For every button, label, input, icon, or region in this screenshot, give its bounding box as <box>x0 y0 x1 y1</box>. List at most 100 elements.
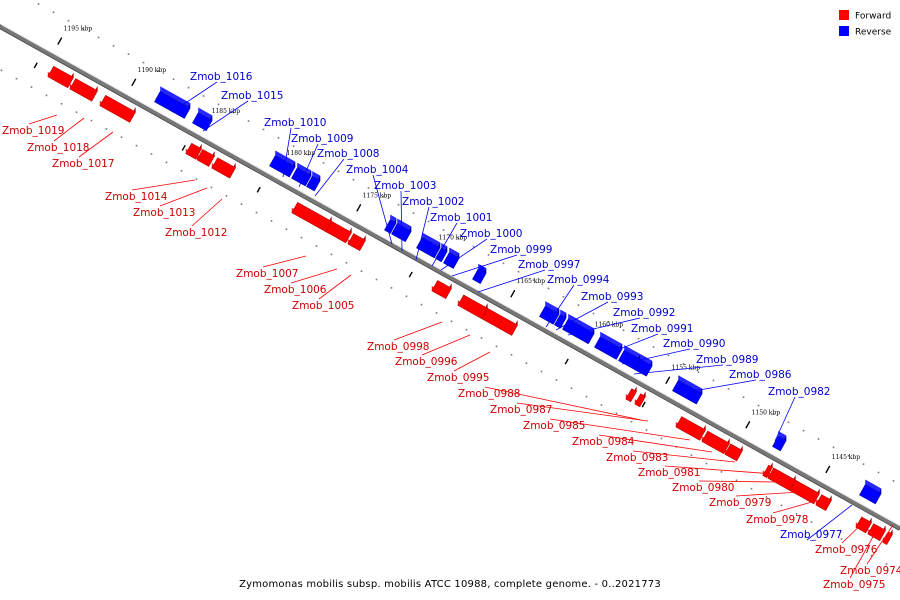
gene-Zmob_1019[interactable] <box>47 65 74 89</box>
gene-label-zmob_1009[interactable]: Zmob_1009 <box>291 133 353 145</box>
gene-label-zmob_0977[interactable]: Zmob_0977 <box>780 529 842 541</box>
gene-label-zmob_0990[interactable]: Zmob_0990 <box>663 338 725 350</box>
gene-front-face <box>554 314 567 329</box>
gene-label-zmob_0988[interactable]: Zmob_0988 <box>458 388 520 400</box>
gene-front-face <box>867 523 886 542</box>
gene-label-zmob_0995[interactable]: Zmob_0995 <box>427 372 489 384</box>
gene-label-zmob_1003[interactable]: Zmob_1003 <box>374 180 436 192</box>
gene-label-zmob_0978[interactable]: Zmob_0978 <box>746 514 808 526</box>
gene-label-zmob_1007[interactable]: Zmob_1007 <box>236 268 298 280</box>
gene-label-zmob_1018[interactable]: Zmob_1018 <box>27 142 89 154</box>
gene-Zmob_0992[interactable] <box>562 313 595 345</box>
gene-label-zmob_1014[interactable]: Zmob_1014 <box>105 191 168 203</box>
minor-tick <box>210 186 213 189</box>
gene-label-zmob_0984[interactable]: Zmob_0984 <box>572 436 635 448</box>
gene-label-zmob_1016[interactable]: Zmob_1016 <box>190 71 253 83</box>
gene-Zmob_0998[interactable] <box>431 280 452 300</box>
gene-Zmob_0978[interactable] <box>815 494 832 511</box>
gene-label-zmob_0974[interactable]: Zmob_0974 <box>840 565 900 577</box>
gene-Zmob_1002[interactable] <box>416 232 441 259</box>
gene-Zmob_0997[interactable] <box>474 264 487 284</box>
gene-label-zmob_1015[interactable]: Zmob_1015 <box>221 90 283 102</box>
gene-Zmob_1001[interactable] <box>435 243 448 263</box>
gene-label-zmob_1013[interactable]: Zmob_1013 <box>133 207 195 219</box>
gene-Zmob_1017[interactable] <box>99 94 136 123</box>
gene-Zmob_1018[interactable] <box>69 78 98 102</box>
gene-Zmob_1012[interactable] <box>211 157 236 179</box>
gene-label-zmob_1000[interactable]: Zmob_1000 <box>460 228 522 240</box>
minor-tick <box>870 554 873 557</box>
gene-Zmob_1016[interactable] <box>154 86 191 119</box>
gene-label-zmob_0982[interactable]: Zmob_0982 <box>768 386 830 398</box>
gene-label-zmob_1010[interactable]: Zmob_1010 <box>264 117 326 129</box>
major-tick-mark-lower <box>641 401 646 408</box>
gene-label-zmob_0975[interactable]: Zmob_0975 <box>823 579 885 591</box>
gene-label-zmob_0996[interactable]: Zmob_0996 <box>395 356 458 368</box>
gene-label-zmob_0992[interactable]: Zmob_0992 <box>613 307 675 319</box>
gene-front-face <box>701 430 730 455</box>
map-caption: Zymomonas mobilis subsp. mobilis ATCC 10… <box>239 579 661 590</box>
gene-label-zmob_0989[interactable]: Zmob_0989 <box>696 354 758 366</box>
gene-Zmob_0979[interactable] <box>789 479 820 505</box>
gene-Zmob_1000[interactable] <box>443 247 460 269</box>
gene-label-zmob_0999[interactable]: Zmob_0999 <box>490 244 552 256</box>
gene-Zmob_0977[interactable] <box>859 479 882 505</box>
gene-label-zmob_0991[interactable]: Zmob_0991 <box>631 323 693 335</box>
gene-Zmob_1009[interactable] <box>291 162 312 187</box>
minor-tick <box>157 70 160 72</box>
gene-label-zmob_1008[interactable]: Zmob_1008 <box>317 148 379 160</box>
gene-label-zmob_0980[interactable]: Zmob_0980 <box>672 482 734 494</box>
gene-Zmob_0986[interactable] <box>672 375 703 405</box>
gene-Zmob_0996[interactable] <box>457 294 488 320</box>
minor-tick <box>285 228 288 231</box>
gene-top-face <box>545 301 560 314</box>
gene-label-zmob_0998[interactable]: Zmob_0998 <box>367 341 429 353</box>
gene-label-zmob_0983[interactable]: Zmob_0983 <box>606 452 668 464</box>
gene-Zmob_1015[interactable] <box>192 107 213 132</box>
gene-Zmob_1006[interactable] <box>325 220 352 244</box>
minor-tick <box>840 538 843 540</box>
gene-label-zmob_0994[interactable]: Zmob_0994 <box>547 274 610 286</box>
gene-label-zmob_0986[interactable]: Zmob_0986 <box>729 369 792 381</box>
gene-label-zmob_1012[interactable]: Zmob_1012 <box>165 227 227 239</box>
minor-tick <box>540 370 543 373</box>
gene-Zmob_0976[interactable] <box>855 516 872 534</box>
gene-Zmob_1008[interactable] <box>306 171 321 192</box>
gene-Zmob_0982[interactable] <box>772 431 787 452</box>
gene-Zmob_1013[interactable] <box>196 148 215 167</box>
gene-label-zmob_1017[interactable]: Zmob_1017 <box>52 158 114 170</box>
gene-label-zmob_1001[interactable]: Zmob_1001 <box>430 212 492 224</box>
gene-Zmob_1010[interactable] <box>269 150 296 178</box>
gene-Zmob_0987[interactable] <box>634 391 646 408</box>
gene-Zmob_0983[interactable] <box>724 443 743 462</box>
gene-label-zmob_1006[interactable]: Zmob_1006 <box>264 284 327 296</box>
leader-line <box>772 497 827 514</box>
gene-top-face <box>422 232 441 248</box>
gene-Zmob_0975[interactable] <box>867 523 886 542</box>
minor-tick <box>262 128 265 131</box>
gene-label-zmob_0985[interactable]: Zmob_0985 <box>523 420 585 432</box>
gene-Zmob_0990[interactable] <box>618 345 641 370</box>
gene-label-zmob_0987[interactable]: Zmob_0987 <box>490 404 552 416</box>
gene-label-zmob_0976[interactable]: Zmob_0976 <box>815 544 878 556</box>
minor-tick <box>825 529 828 532</box>
gene-front-face <box>859 484 882 505</box>
gene-label-zmob_1005[interactable]: Zmob_1005 <box>292 300 354 312</box>
gene-label-zmob_0993[interactable]: Zmob_0993 <box>581 291 643 303</box>
gene-label-zmob_0997[interactable]: Zmob_0997 <box>518 259 580 271</box>
gene-Zmob_0991[interactable] <box>594 331 623 360</box>
gene-label-zmob_1002[interactable]: Zmob_1002 <box>402 196 464 208</box>
gene-label-zmob_1004[interactable]: Zmob_1004 <box>346 164 409 176</box>
minor-tick <box>435 312 438 314</box>
gene-Zmob_0993[interactable] <box>554 309 567 329</box>
gene-label-zmob_0979[interactable]: Zmob_0979 <box>709 497 771 509</box>
gene-Zmob_1005[interactable] <box>347 233 366 252</box>
gene-Zmob_0985[interactable] <box>675 416 706 441</box>
gene-label-zmob_0981[interactable]: Zmob_0981 <box>638 467 700 479</box>
gene-Zmob_0988[interactable] <box>625 386 637 403</box>
gene-Zmob_0994[interactable] <box>539 301 560 325</box>
leader-line <box>290 268 338 284</box>
gene-label-zmob_1019[interactable]: Zmob_1019 <box>2 125 64 137</box>
gene-features <box>47 65 893 546</box>
gene-Zmob_0995[interactable] <box>481 307 518 336</box>
